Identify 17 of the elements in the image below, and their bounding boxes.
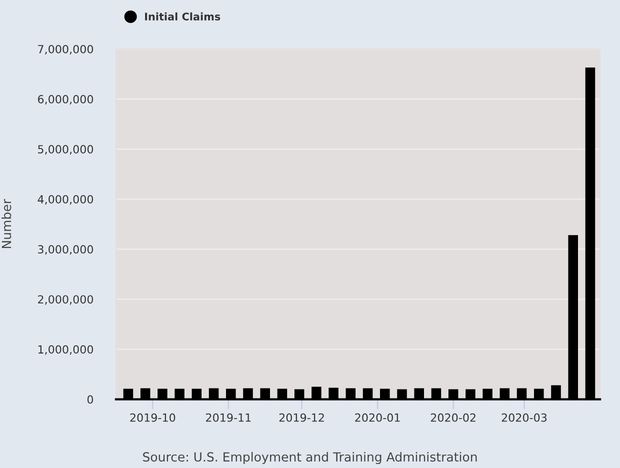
y-tick-label: 3,000,000 bbox=[38, 245, 94, 255]
y-tick-label: 1,000,000 bbox=[38, 345, 94, 355]
x-tick-label: 2019-10 bbox=[130, 413, 176, 422]
x-tick-label: 2020-02 bbox=[430, 413, 476, 422]
y-tick-label: 7,000,000 bbox=[38, 44, 94, 55]
y-tick-label: 0 bbox=[87, 395, 94, 404]
y-tick-label: 2,000,000 bbox=[38, 295, 94, 305]
y-tick-label: 4,000,000 bbox=[38, 195, 94, 205]
y-tick-label: 6,000,000 bbox=[38, 95, 94, 105]
x-tick-label: 2019-11 bbox=[206, 413, 251, 422]
source-note: Source: U.S. Employment and Training Administration bbox=[143, 452, 477, 464]
x-tick-label: 2020-03 bbox=[502, 413, 547, 422]
y-tick-label: 5,000,000 bbox=[38, 145, 94, 155]
x-tick-label: 2019-12 bbox=[279, 413, 324, 422]
y-axis-title: Number bbox=[2, 199, 12, 248]
legend-label: Initial Claims bbox=[145, 12, 220, 20]
x-tick-label: 2020-01 bbox=[355, 413, 400, 422]
